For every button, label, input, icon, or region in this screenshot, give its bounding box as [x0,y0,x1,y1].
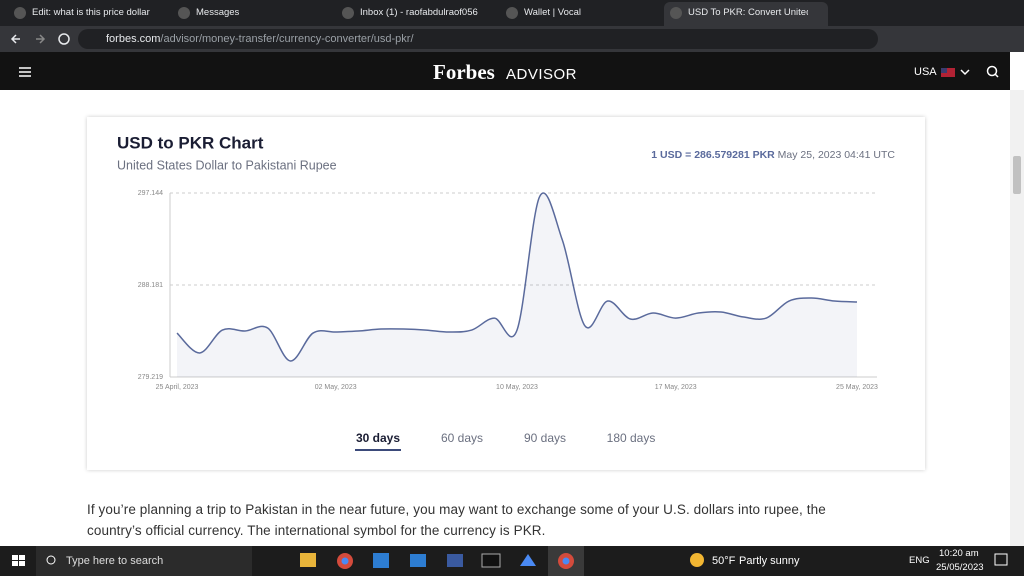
y-tick-label: 279.219 [138,374,163,381]
chart: USD to PKR Chart United States Dollar to… [117,133,895,451]
y-tick-label: 288.181 [138,282,163,289]
taskbar-icons [12,546,1008,576]
tab[interactable]: Inbox (1) - raofabdulraof056 [336,2,500,26]
temperature[interactable]: 50°F [712,555,736,567]
url-path: /advisor/money-transfer/currency-convert… [160,33,414,45]
tab[interactable]: Edit: what is this price dollar [8,2,172,26]
x-tick-label: 17 May, 2023 [655,384,697,391]
tab-icon [670,7,682,19]
tab-icon [178,7,190,19]
x-tick-label: 02 May, 2023 [315,384,357,391]
period-button[interactable]: 180 days [607,431,656,445]
taskbar: Type here to search 50°F Partly sunny EN… [0,546,1024,576]
tab-icon [506,7,518,19]
period-button[interactable]: 30 days [356,431,400,445]
tab-title: Inbox (1) - raofabdulraof056 [360,7,478,18]
y-tick-label: 297.144 [138,190,163,197]
site-header: Forbes ADVISOR USA [0,52,1010,90]
region[interactable]: USA [914,66,937,78]
tab-strip: Edit: what is this price dollar Messages I… [0,0,1024,26]
url-host: forbes.com [106,33,161,45]
header-icons [19,65,999,78]
article-line: If you’re planning a trip to Pakistan in… [87,502,826,517]
period-button[interactable]: 90 days [524,431,566,445]
line [176,192,858,362]
tab-icon [14,7,26,19]
tab[interactable]: USD To PKR: Convert United [664,2,828,26]
timestamp: May 25, 2023 04:41 UTC [778,149,896,161]
tab[interactable]: Wallet | Vocal [500,2,664,26]
scroll-thumb[interactable] [1013,156,1021,194]
weather[interactable]: Partly sunny [739,555,800,567]
tab-title: USD To PKR: Convert United [688,7,808,18]
logo-sub: ADVISOR [506,66,578,83]
rate-label: 1 USD = 286.579281 PKR [651,149,775,161]
chart-title: USD to PKR Chart [117,133,264,152]
scrollbar[interactable] [1010,90,1024,546]
x-tick-label: 10 May, 2023 [496,384,538,391]
x-tick-label: 25 April, 2023 [156,384,199,391]
period-button[interactable]: 60 days [441,431,483,445]
tab-title: Wallet | Vocal [524,7,582,18]
logo[interactable]: Forbes [433,60,495,84]
tab-title: Messages [196,7,240,18]
chart-subtitle: United States Dollar to Pakistani Rupee [117,158,337,172]
tab[interactable]: Messages [172,2,336,26]
x-tick-label: 25 May, 2023 [836,384,878,391]
tab-icon [342,7,354,19]
area [177,193,857,377]
rate: 1 USD = 286.579281 PKR May 25, 2023 04:4… [651,149,895,161]
nav-buttons[interactable] [0,26,80,52]
search-box[interactable]: Type here to search [66,555,164,567]
address-bar[interactable]: forbes.com/advisor/money-transfer/curren… [78,29,878,49]
chart-card: USD to PKR Chart United States Dollar to… [87,117,925,470]
language[interactable]: ENG [909,555,930,566]
article-line: country’s official currency. The interna… [87,523,546,538]
period-underline [355,449,401,451]
clock-time[interactable]: 10:20 am [939,548,979,559]
tab-title: Edit: what is this price dollar [32,7,150,18]
clock-date[interactable]: 25/05/2023 [936,562,984,573]
